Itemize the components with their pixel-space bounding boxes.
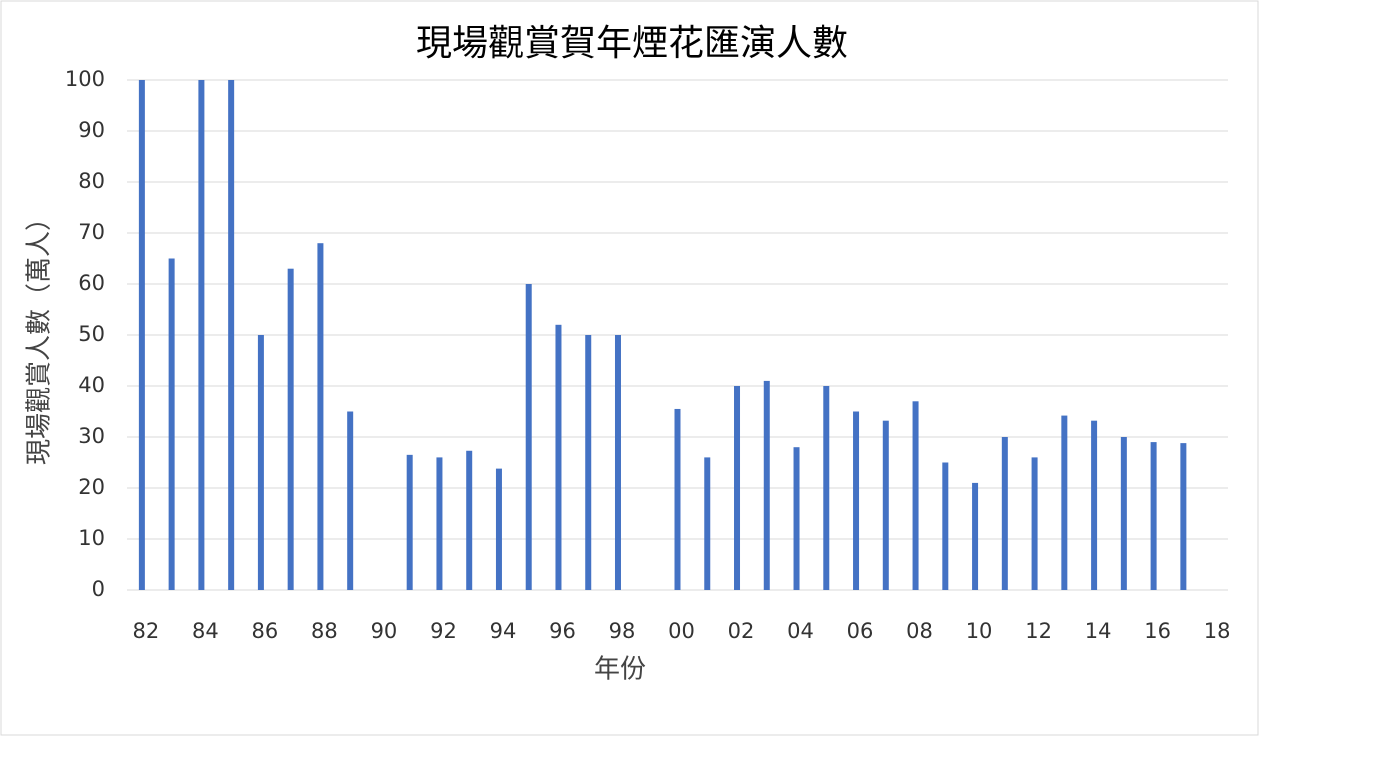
x-tick-label: 06 (847, 619, 874, 643)
y-tick-label: 70 (78, 220, 105, 244)
bar (1091, 420, 1098, 590)
y-tick-label: 50 (78, 322, 105, 346)
x-tick-label: 02 (728, 619, 755, 643)
bar (466, 450, 473, 590)
bar (853, 411, 860, 590)
bar (1061, 415, 1068, 590)
bar (972, 482, 979, 590)
x-tick-label: 90 (371, 619, 398, 643)
y-tick-label: 80 (78, 169, 105, 193)
bar (436, 457, 443, 590)
x-tick-label: 94 (490, 619, 517, 643)
x-tick-label: 92 (430, 619, 457, 643)
bar (198, 80, 205, 590)
bar (823, 386, 830, 590)
bar (585, 335, 592, 590)
bar (168, 258, 175, 590)
bar (942, 462, 949, 590)
bar (495, 468, 502, 590)
y-axis-title: 現場觀賞人數（萬人） (25, 205, 55, 465)
bar (614, 335, 621, 590)
x-tick-label: 82 (133, 619, 160, 643)
bar (525, 284, 532, 590)
bar (406, 454, 413, 590)
x-tick-label: 12 (1025, 619, 1052, 643)
x-tick-label: 00 (668, 619, 695, 643)
y-tick-label: 60 (78, 271, 105, 295)
bar (1031, 457, 1038, 590)
bar (1001, 437, 1008, 590)
bar (1120, 437, 1127, 590)
y-tick-label: 30 (78, 424, 105, 448)
bar (138, 80, 145, 590)
x-tick-label: 10 (966, 619, 993, 643)
bar (287, 268, 294, 590)
x-tick-label: 14 (1085, 619, 1112, 643)
x-tick-label: 04 (787, 619, 814, 643)
bar (763, 380, 770, 590)
x-tick-label: 96 (549, 619, 576, 643)
x-axis-title: 年份 (594, 655, 646, 685)
bar (912, 401, 919, 590)
chart-title: 現場觀賞賀年煙花匯演人數 (416, 23, 848, 64)
bar (347, 411, 354, 590)
x-tick-label: 86 (252, 619, 279, 643)
bar (793, 447, 800, 590)
bar (555, 324, 562, 590)
y-tick-label: 10 (78, 526, 105, 550)
y-tick-label: 100 (65, 67, 105, 91)
x-tick-label: 88 (311, 619, 338, 643)
bar (734, 386, 741, 590)
bar (257, 335, 264, 590)
bar (1180, 443, 1187, 590)
bar (704, 457, 711, 590)
bar (674, 408, 681, 590)
bar (882, 420, 889, 590)
x-tick-label: 98 (609, 619, 636, 643)
x-tick-label: 16 (1144, 619, 1171, 643)
y-tick-label: 40 (78, 373, 105, 397)
chart-frame (0, 0, 1259, 736)
x-tick-label: 84 (192, 619, 219, 643)
x-tick-label: 08 (906, 619, 933, 643)
y-tick-label: 20 (78, 475, 105, 499)
bar (228, 80, 235, 590)
y-tick-label: 90 (78, 118, 105, 142)
bar (1150, 442, 1157, 590)
y-tick-label: 0 (92, 577, 105, 601)
x-tick-label: 18 (1204, 619, 1231, 643)
bar (317, 243, 324, 590)
